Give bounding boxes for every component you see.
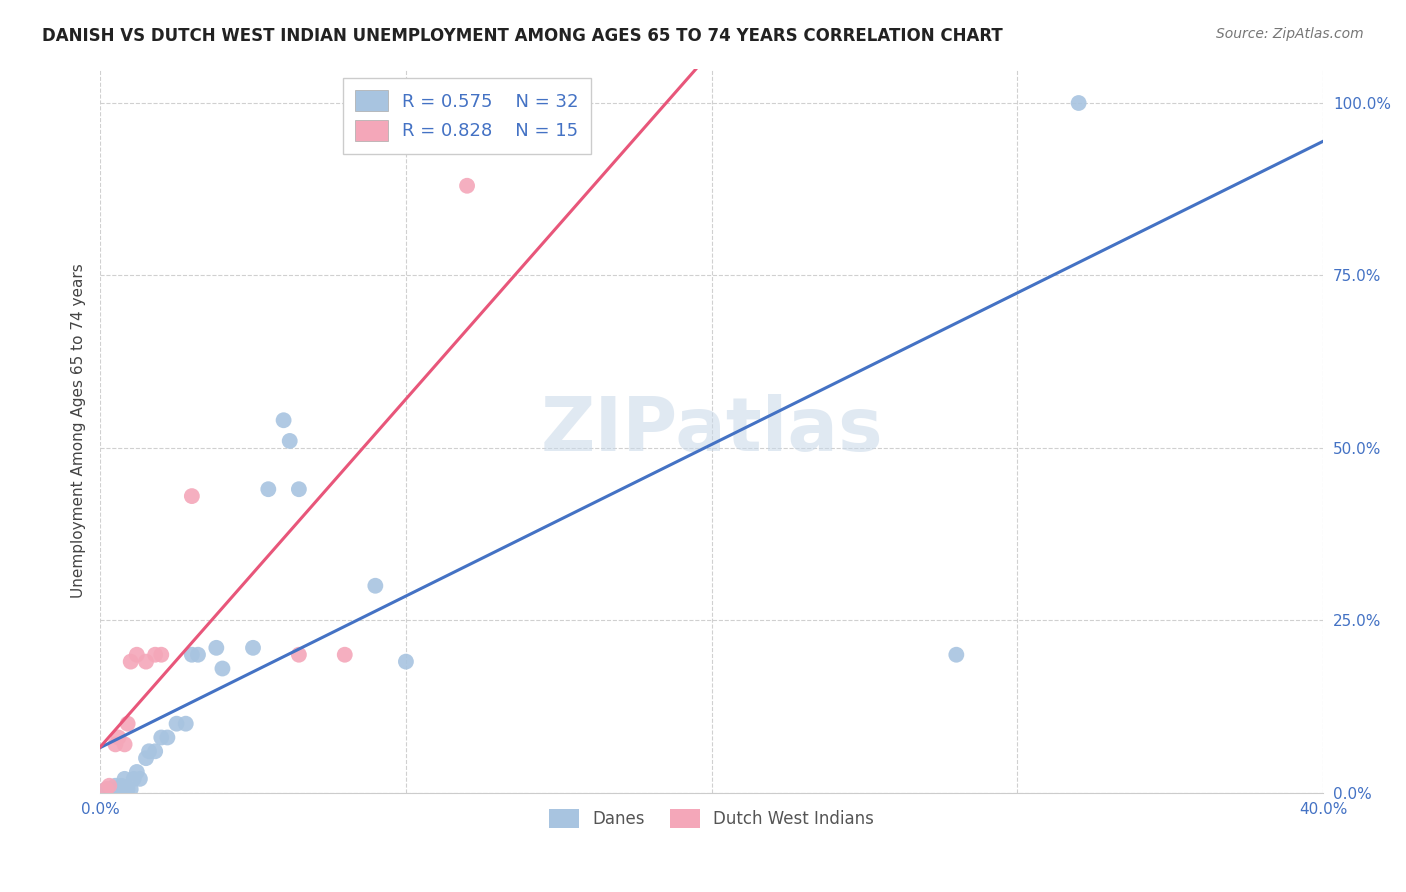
Y-axis label: Unemployment Among Ages 65 to 74 years: Unemployment Among Ages 65 to 74 years — [72, 263, 86, 598]
Point — [135, 655, 157, 669]
Point — [242, 640, 264, 655]
Point — [143, 648, 166, 662]
Point — [364, 579, 387, 593]
Point — [143, 744, 166, 758]
Point — [122, 772, 145, 786]
Text: ZIPatlas: ZIPatlas — [540, 394, 883, 467]
Point — [395, 655, 418, 669]
Point — [257, 482, 280, 496]
Point — [125, 764, 148, 779]
Point — [135, 751, 157, 765]
Point — [174, 716, 197, 731]
Point — [333, 648, 356, 662]
Point — [104, 738, 127, 752]
Point — [180, 489, 202, 503]
Point — [98, 782, 121, 797]
Text: DANISH VS DUTCH WEST INDIAN UNEMPLOYMENT AMONG AGES 65 TO 74 YEARS CORRELATION C: DANISH VS DUTCH WEST INDIAN UNEMPLOYMENT… — [42, 27, 1002, 45]
Point — [288, 648, 311, 662]
Point — [278, 434, 301, 448]
Point — [96, 782, 118, 797]
Point — [211, 661, 233, 675]
Point — [114, 772, 136, 786]
Point — [96, 782, 118, 797]
Point — [107, 731, 129, 745]
Point — [107, 782, 129, 797]
Point — [98, 779, 121, 793]
Point — [128, 772, 150, 786]
Point — [456, 178, 478, 193]
Point — [117, 782, 139, 797]
Point — [104, 779, 127, 793]
Point — [138, 744, 160, 758]
Text: Source: ZipAtlas.com: Source: ZipAtlas.com — [1216, 27, 1364, 41]
Point — [117, 716, 139, 731]
Point — [150, 731, 173, 745]
Point — [120, 655, 142, 669]
Point — [180, 648, 202, 662]
Point — [166, 716, 188, 731]
Point — [110, 779, 132, 793]
Point — [288, 482, 311, 496]
Point — [120, 782, 142, 797]
Legend: Danes, Dutch West Indians: Danes, Dutch West Indians — [543, 803, 882, 835]
Point — [187, 648, 209, 662]
Point — [156, 731, 179, 745]
Point — [1067, 95, 1090, 110]
Point — [945, 648, 967, 662]
Point — [273, 413, 295, 427]
Point — [114, 738, 136, 752]
Point — [101, 782, 124, 797]
Point — [125, 648, 148, 662]
Point — [205, 640, 228, 655]
Point — [150, 648, 173, 662]
